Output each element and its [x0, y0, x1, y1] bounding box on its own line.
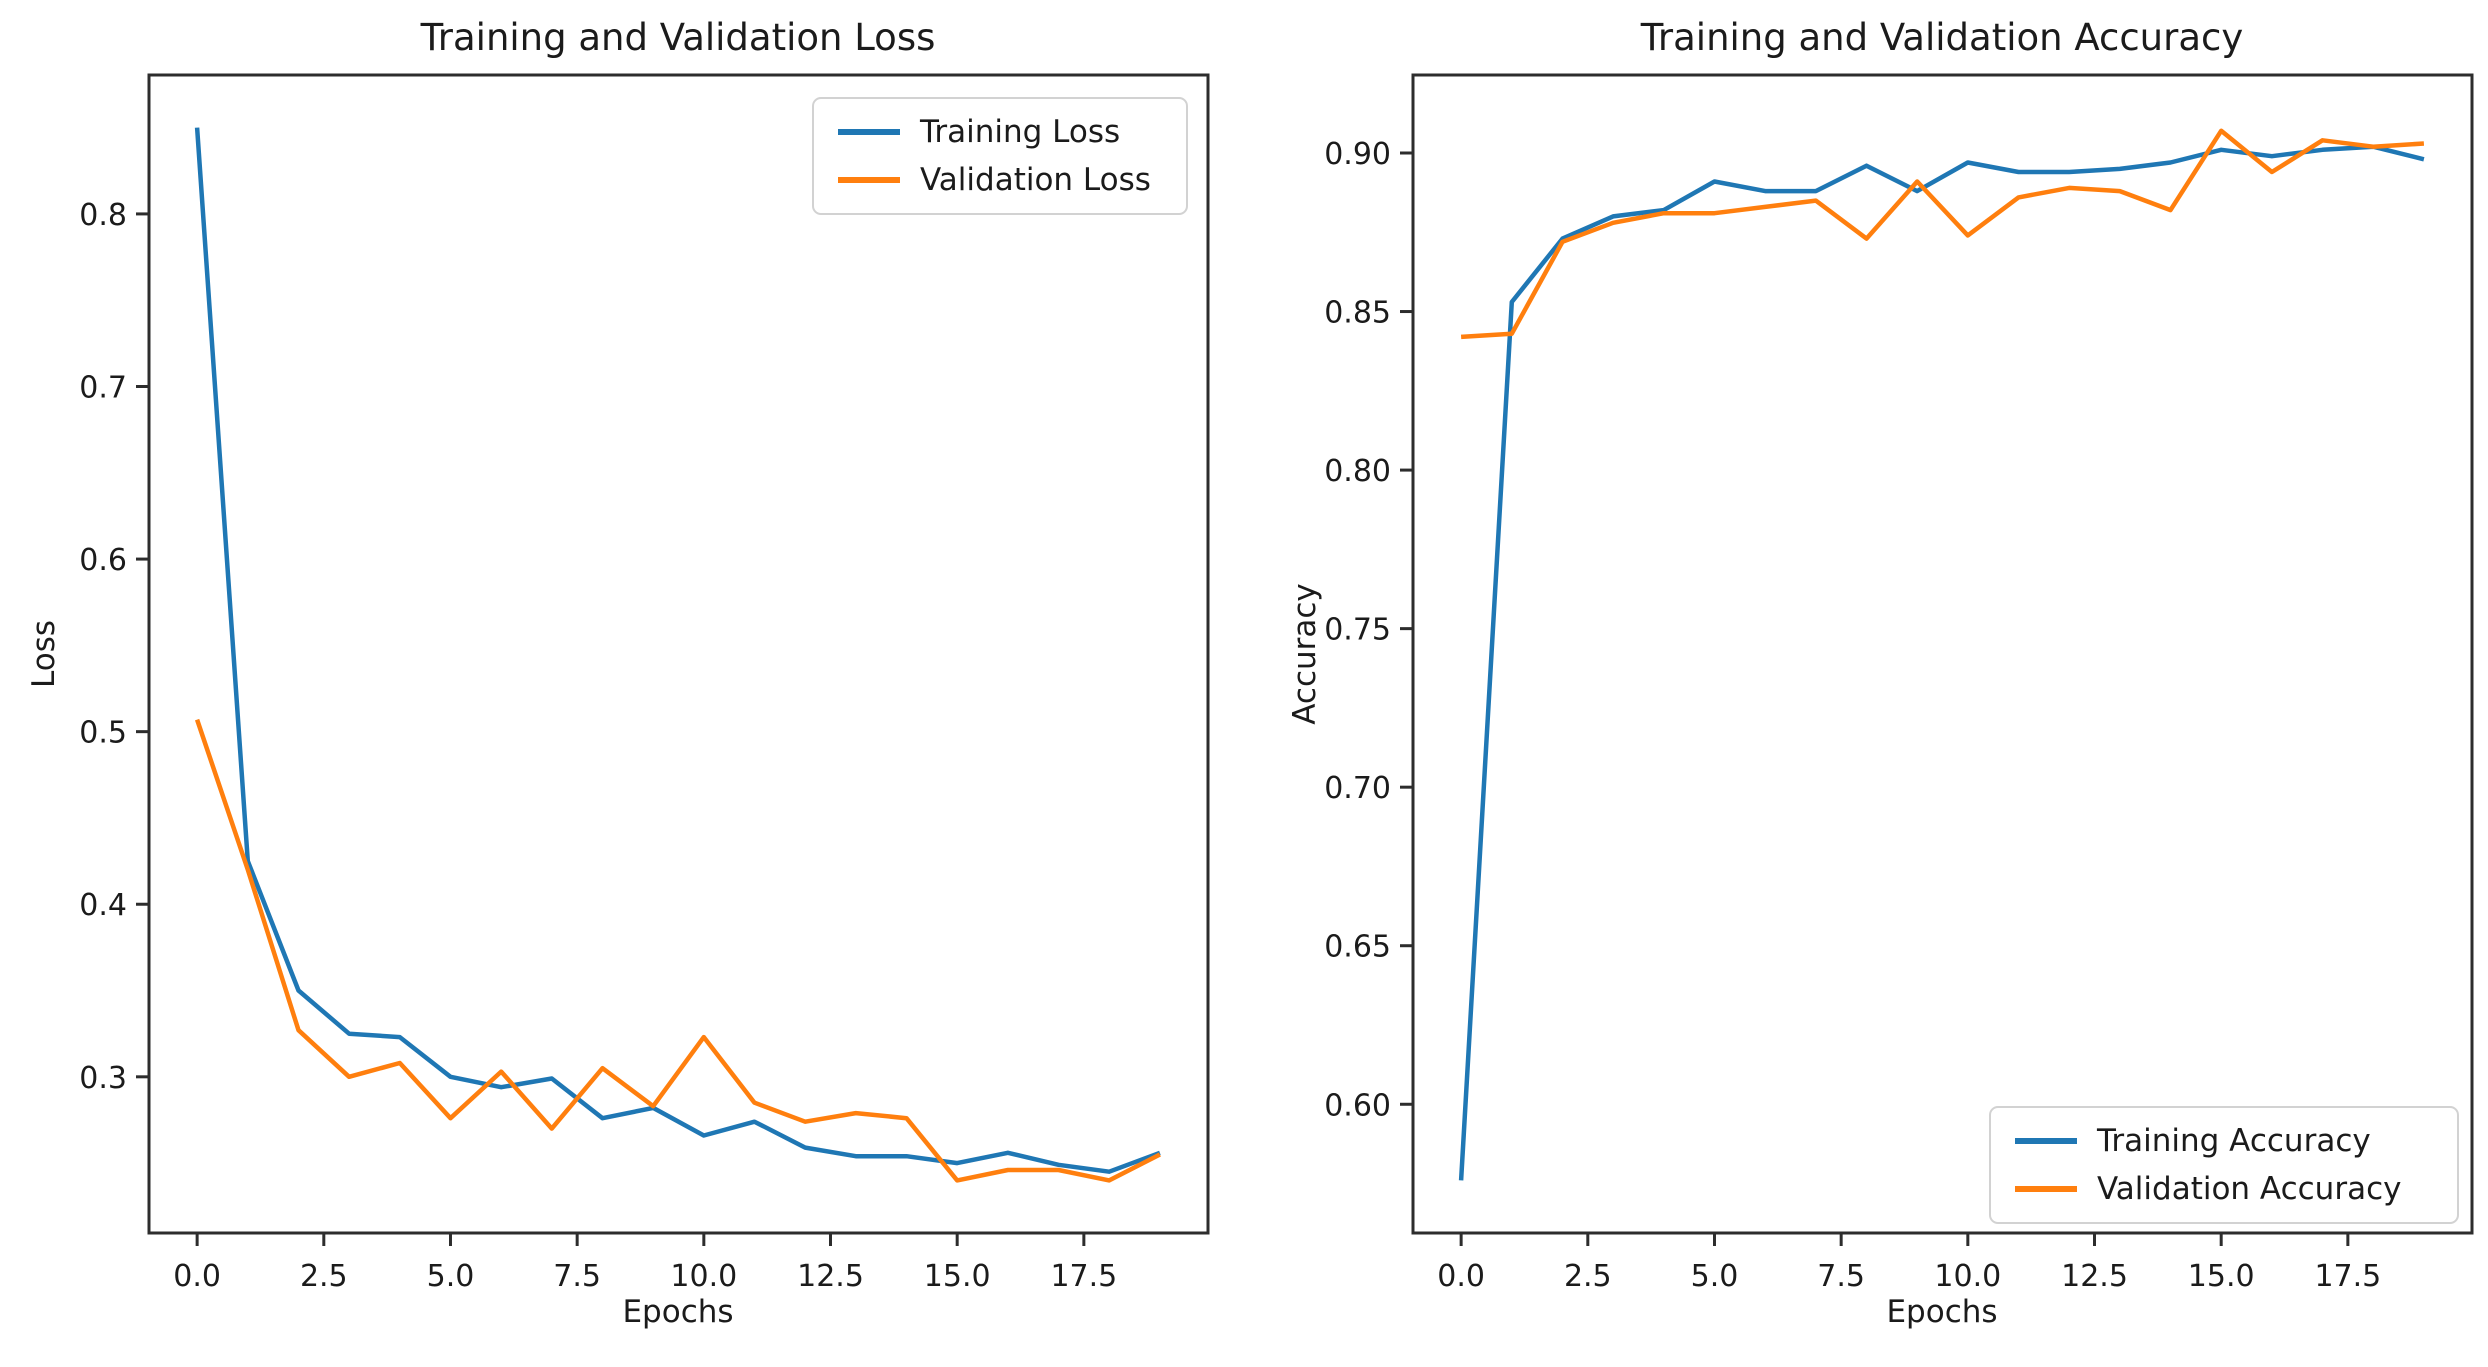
loss-axes-box	[147, 73, 1210, 1235]
loss-y-tick-label: 0.7	[79, 371, 127, 406]
loss-x-tick-label: 7.5	[553, 1259, 601, 1294]
accuracy-x-tick-label: 0.0	[1437, 1259, 1485, 1294]
loss-y-tick-label: 0.3	[79, 1061, 127, 1096]
validation-accuracy-legend-label: Validation Accuracy	[2097, 1171, 2402, 1207]
accuracy-x-tick-label: 15.0	[2188, 1259, 2255, 1294]
accuracy-y-tick-label: 0.90	[1324, 137, 1391, 172]
loss-x-tick-label: 0.0	[173, 1259, 221, 1294]
accuracy-x-tick-label: 12.5	[2061, 1259, 2128, 1294]
accuracy-chart-title: Training and Validation Accuracy	[1640, 16, 2244, 59]
accuracy-axes-box	[1411, 73, 2474, 1235]
loss-x-tick-label: 10.0	[670, 1259, 737, 1294]
validation-accuracy-line	[1460, 128, 2425, 340]
loss-y-tick-label: 0.4	[79, 888, 127, 923]
loss-chart-title: Training and Validation Loss	[420, 16, 936, 59]
loss-x-tick-label: 5.0	[427, 1259, 475, 1294]
accuracy-x-tick-label: 5.0	[1691, 1259, 1739, 1294]
validation-loss-legend-label: Validation Loss	[920, 162, 1151, 198]
loss-x-tick-label: 15.0	[924, 1259, 991, 1294]
accuracy-x-tick-label: 7.5	[1817, 1259, 1865, 1294]
loss-y-tick-label: 0.6	[79, 543, 127, 578]
accuracy-y-tick-label: 0.85	[1324, 296, 1391, 331]
accuracy-y-tick-label: 0.65	[1324, 930, 1391, 965]
loss-y-axis-label: Loss	[26, 620, 62, 688]
loss-y-tick-label: 0.5	[79, 716, 127, 751]
loss-legend: Training Loss Validation Loss	[812, 97, 1188, 215]
accuracy-legend: Training Accuracy Validation Accuracy	[1989, 1106, 2459, 1224]
accuracy-x-axis-label: Epochs	[1886, 1294, 1998, 1330]
legend-item-training-loss: Training Loss	[838, 114, 1162, 150]
loss-x-tick-label: 12.5	[797, 1259, 864, 1294]
legend-item-training-accuracy: Training Accuracy	[2015, 1123, 2433, 1159]
accuracy-x-tick-label: 17.5	[2314, 1259, 2381, 1294]
validation-accuracy-legend-swatch	[2015, 1186, 2077, 1192]
loss-y-tick-label: 0.8	[79, 198, 127, 233]
legend-item-validation-accuracy: Validation Accuracy	[2015, 1171, 2433, 1207]
accuracy-x-tick-label: 2.5	[1564, 1259, 1612, 1294]
training-loss-legend-swatch	[838, 129, 900, 135]
legend-item-validation-loss: Validation Loss	[838, 162, 1162, 198]
training-loss-line	[194, 127, 1161, 1174]
accuracy-y-tick-label: 0.70	[1324, 771, 1391, 806]
training-loss-legend-label: Training Loss	[920, 114, 1121, 150]
loss-subplot: 0.0 2.5 5.0 7.5 10.0 12.5 15.0 17.5 0.3 0.4 0.5 0.6…	[79, 73, 1210, 1294]
accuracy-y-tick-label: 0.60	[1324, 1088, 1391, 1123]
loss-x-tick-label: 2.5	[300, 1259, 348, 1294]
validation-loss-line	[194, 718, 1161, 1183]
accuracy-y-tick-label: 0.75	[1324, 613, 1391, 648]
training-accuracy-legend-label: Training Accuracy	[2097, 1123, 2371, 1159]
accuracy-subplot: 0.0 2.5 5.0 7.5 10.0 12.5 15.0 17.5 0.60 0.65 0.70…	[1324, 73, 2474, 1294]
loss-x-tick-label: 17.5	[1050, 1259, 1117, 1294]
loss-x-axis-label: Epochs	[622, 1294, 734, 1330]
accuracy-y-axis-label: Accuracy	[1287, 583, 1323, 725]
validation-loss-legend-swatch	[838, 177, 900, 183]
accuracy-y-tick-label: 0.80	[1324, 454, 1391, 489]
training-accuracy-line	[1458, 144, 2425, 1181]
training-accuracy-legend-swatch	[2015, 1138, 2077, 1144]
accuracy-x-tick-label: 10.0	[1934, 1259, 2001, 1294]
